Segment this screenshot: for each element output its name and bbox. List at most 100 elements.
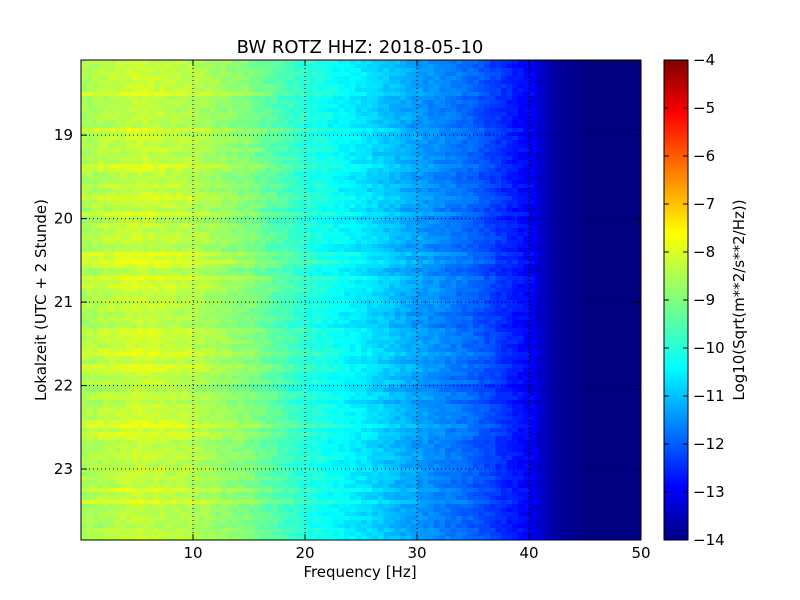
heatmap-cell [545, 164, 552, 169]
heatmap-cell [221, 60, 228, 65]
heatmap-cell [568, 228, 575, 233]
heatmap-cell [473, 180, 480, 185]
heatmap-cell [512, 132, 519, 137]
heatmap-cell [170, 252, 177, 257]
heatmap-cell [389, 164, 396, 169]
heatmap-cell [506, 176, 513, 181]
heatmap-cell [316, 152, 323, 157]
heatmap-cell [501, 96, 508, 101]
heatmap-cell [585, 172, 592, 177]
heatmap-cell [344, 160, 351, 165]
heatmap-cell [489, 200, 496, 205]
heatmap-cell [299, 120, 306, 125]
heatmap-cell [545, 216, 552, 221]
heatmap-cell [439, 92, 446, 97]
heatmap-cell [293, 60, 300, 65]
heatmap-cell [265, 124, 272, 129]
heatmap-cell [473, 84, 480, 89]
heatmap-cell [299, 248, 306, 253]
heatmap-cell [170, 184, 177, 189]
heatmap-cell [243, 212, 250, 217]
heatmap-cell [237, 76, 244, 81]
heatmap-cell [534, 212, 541, 217]
heatmap-cell [327, 136, 334, 141]
heatmap-cell [103, 84, 110, 89]
heatmap-cell [450, 232, 457, 237]
heatmap-cell [226, 92, 233, 97]
heatmap-cell [607, 80, 614, 85]
heatmap-cell [484, 232, 491, 237]
heatmap-cell [585, 196, 592, 201]
heatmap-cell [249, 152, 256, 157]
heatmap-cell [125, 256, 132, 261]
heatmap-cell [209, 176, 216, 181]
heatmap-cell [377, 64, 384, 69]
heatmap-cell [540, 136, 547, 141]
heatmap-cell [153, 68, 160, 73]
heatmap-cell [142, 236, 149, 241]
heatmap-cell [198, 148, 205, 153]
heatmap-cell [215, 228, 222, 233]
heatmap-cell [596, 72, 603, 77]
heatmap-cell [590, 232, 597, 237]
heatmap-cell [277, 100, 284, 105]
heatmap-cell [361, 256, 368, 261]
heatmap-cell [142, 248, 149, 253]
heatmap-cell [249, 84, 256, 89]
heatmap-cell [461, 244, 468, 249]
heatmap-cell [338, 208, 345, 213]
heatmap-cell [198, 120, 205, 125]
heatmap-cell [187, 140, 194, 145]
heatmap-cell [433, 176, 440, 181]
heatmap-cell [540, 188, 547, 193]
heatmap-cell [372, 192, 379, 197]
heatmap-cell [142, 168, 149, 173]
heatmap-cell [478, 104, 485, 109]
heatmap-cell [333, 112, 340, 117]
heatmap-cell [338, 108, 345, 113]
heatmap-cell [366, 108, 373, 113]
heatmap-cell [243, 120, 250, 125]
heatmap-cell [125, 180, 132, 185]
heatmap-cell [209, 80, 216, 85]
heatmap-cell [103, 124, 110, 129]
heatmap-cell [473, 200, 480, 205]
heatmap-cell [618, 152, 625, 157]
heatmap-cell [489, 244, 496, 249]
heatmap-cell [86, 172, 93, 177]
heatmap-cell [232, 208, 239, 213]
heatmap-cell [422, 100, 429, 105]
heatmap-cell [131, 192, 138, 197]
heatmap-cell [523, 148, 530, 153]
heatmap-cell [159, 140, 166, 145]
heatmap-cell [461, 184, 468, 189]
heatmap-cell [226, 76, 233, 81]
heatmap-cell [624, 72, 631, 77]
heatmap-cell [159, 152, 166, 157]
heatmap-cell [109, 88, 116, 93]
heatmap-cell [579, 192, 586, 197]
heatmap-cell [265, 96, 272, 101]
heatmap-cell [422, 228, 429, 233]
heatmap-cell [439, 160, 446, 165]
heatmap-cell [215, 224, 222, 229]
heatmap-cell [103, 232, 110, 237]
heatmap-cell [103, 92, 110, 97]
heatmap-cell [305, 64, 312, 69]
heatmap-cell [114, 76, 121, 81]
heatmap-cell [523, 156, 530, 161]
heatmap-cell [596, 188, 603, 193]
heatmap-cell [153, 224, 160, 229]
heatmap-cell [383, 148, 390, 153]
heatmap-cell [512, 240, 519, 245]
heatmap-cell [545, 160, 552, 165]
heatmap-cell [635, 176, 641, 181]
heatmap-cell [170, 248, 177, 253]
heatmap-cell [540, 156, 547, 161]
heatmap-cell [103, 144, 110, 149]
heatmap-cell [568, 176, 575, 181]
heatmap-cell [439, 64, 446, 69]
heatmap-cell [456, 192, 463, 197]
heatmap-cell [377, 244, 384, 249]
heatmap-cell [176, 152, 183, 157]
